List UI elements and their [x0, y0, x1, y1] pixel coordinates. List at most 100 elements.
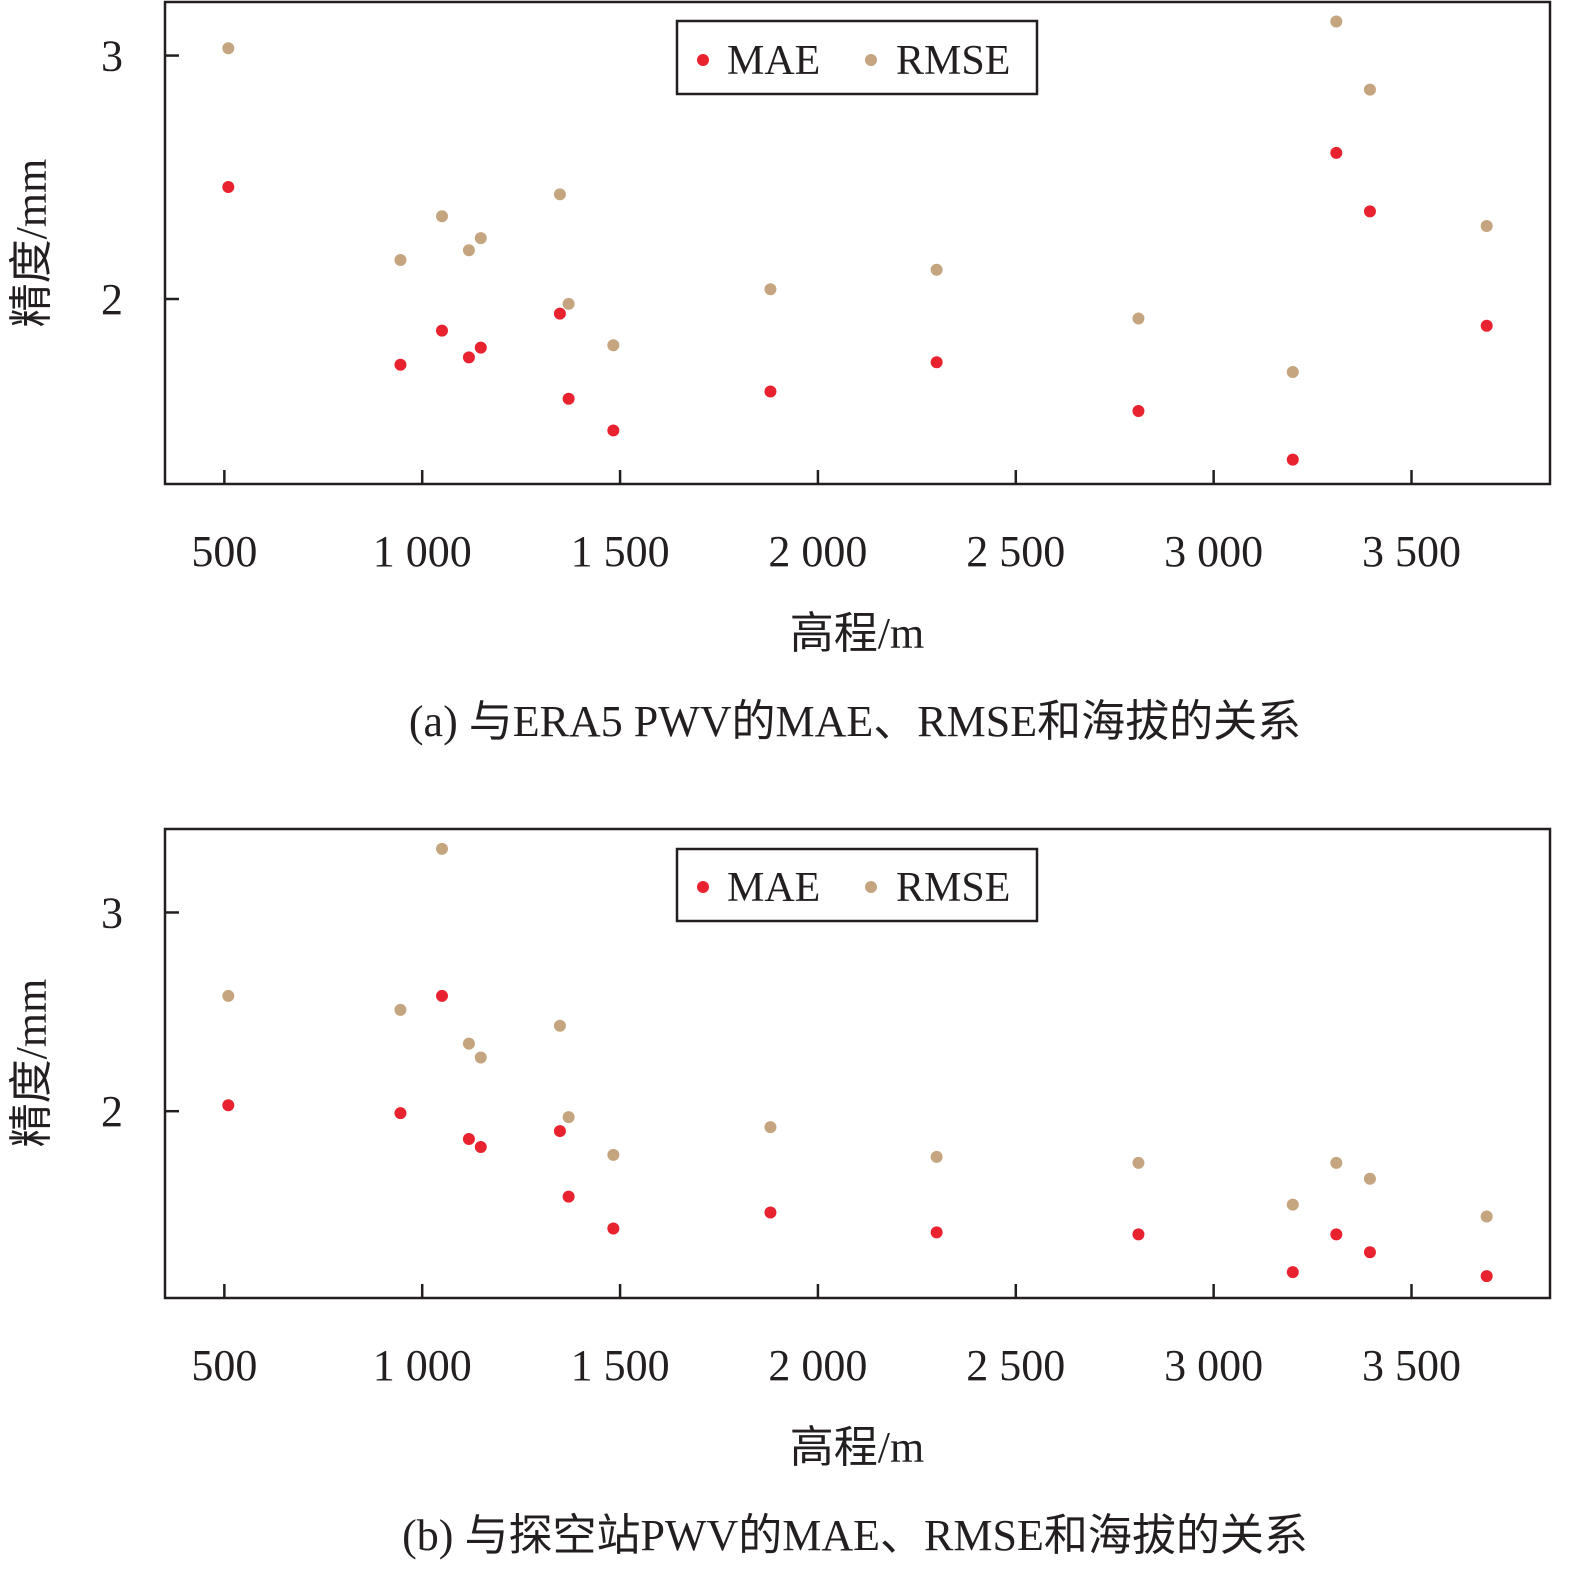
- x-tick-label-b: 2 000: [768, 1341, 867, 1390]
- mae-point: [474, 1140, 487, 1153]
- rmse-point: [436, 842, 448, 855]
- x-tick-label-a: 3 500: [1362, 527, 1461, 576]
- panel-a: 500 1 000 1 500 2 000 2 500 3 000 3 500 2 3 MAE …: [7, 0, 1552, 746]
- rmse-point: [562, 1111, 575, 1124]
- rmse-point: [462, 1037, 475, 1050]
- data-marks-a: [222, 15, 1493, 466]
- mae-point: [394, 1107, 407, 1120]
- rmse-point: [394, 254, 407, 267]
- rmse-point: [1286, 1198, 1299, 1211]
- legend-a: MAE RMSE: [675, 19, 1039, 96]
- x-tick-label-b: 1 000: [373, 1341, 472, 1390]
- mae-point: [1132, 1228, 1145, 1241]
- axis-ticks-a: 500 1 000 1 500 2 000 2 500 3 000 3 500 2 3: [101, 32, 1461, 576]
- mae-point: [1286, 1266, 1299, 1279]
- rmse-point: [1132, 312, 1145, 325]
- mae-point: [462, 1133, 475, 1146]
- rmse-point: [562, 297, 575, 310]
- legend-swatch-mae-b: [697, 881, 709, 893]
- legend-box-b: [675, 847, 1039, 923]
- legend-label-rmse-b: RMSE: [896, 865, 1010, 911]
- rmse-point: [553, 1019, 566, 1032]
- y-axis-title-a: 精度/mm: [7, 159, 56, 328]
- rmse-point: [474, 232, 487, 245]
- mae-point: [1363, 1246, 1376, 1259]
- mae-point: [553, 307, 566, 320]
- rmse-point: [1363, 1172, 1376, 1185]
- y-axis-title-b: 精度/mm: [7, 979, 56, 1148]
- legend-box-a: [675, 19, 1039, 96]
- rmse-point: [474, 1051, 487, 1064]
- rmse-point: [222, 42, 235, 55]
- mae-point: [1132, 404, 1145, 417]
- mae-point: [607, 424, 620, 437]
- legend-label-mae-b: MAE: [727, 865, 820, 911]
- rmse-point: [930, 1150, 943, 1163]
- rmse-point: [1480, 1210, 1493, 1223]
- data-marks-b: [222, 842, 1493, 1283]
- legend-swatch-rmse-a: [865, 54, 877, 66]
- y-tick-label-a: 3: [101, 32, 123, 81]
- rmse-point: [462, 244, 475, 257]
- y-tick-label-b: 3: [101, 888, 123, 937]
- plot-frame-a: [163, 0, 1552, 486]
- mae-point: [462, 351, 475, 364]
- mae-point: [607, 1222, 620, 1235]
- rmse-point: [553, 188, 566, 201]
- x-axis-title-b: 高程/m: [790, 1423, 924, 1472]
- mae-point: [1363, 205, 1376, 218]
- x-tick-label-a: 2 500: [966, 527, 1065, 576]
- rmse-point: [607, 339, 620, 352]
- mae-point: [1330, 1228, 1343, 1241]
- x-tick-label-a: 1 500: [571, 527, 670, 576]
- mae-point: [1480, 319, 1493, 332]
- rmse-point: [1330, 1156, 1343, 1169]
- rmse-point: [930, 263, 943, 276]
- mae-point: [764, 385, 777, 398]
- mae-point: [474, 341, 487, 354]
- mae-point: [553, 1125, 566, 1138]
- rmse-point: [1330, 15, 1343, 28]
- rmse-point: [607, 1148, 620, 1161]
- x-axis-title-a: 高程/m: [790, 609, 924, 658]
- caption-a: (a) 与ERA5 PWV的MAE、RMSE和海拔的关系: [409, 697, 1301, 746]
- legend-swatch-rmse-b: [865, 881, 877, 893]
- mae-point: [1330, 146, 1343, 159]
- rmse-point: [222, 989, 235, 1002]
- y-tick-label-a: 2: [101, 275, 123, 324]
- x-tick-label-b: 500: [191, 1341, 257, 1390]
- x-tick-label-a: 1 000: [373, 527, 472, 576]
- legend-label-rmse-a: RMSE: [896, 38, 1010, 84]
- rmse-point: [1286, 366, 1299, 379]
- x-tick-label-b: 3 500: [1362, 1341, 1461, 1390]
- mae-point: [436, 324, 448, 337]
- mae-point: [222, 1099, 235, 1112]
- mae-point: [562, 1190, 575, 1203]
- y-tick-label-b: 2: [101, 1087, 123, 1136]
- rmse-point: [1363, 83, 1376, 96]
- rmse-point: [764, 1121, 777, 1134]
- axis-ticks-b: 500 1 000 1 500 2 000 2 500 3 000 3 500 2 3: [101, 888, 1461, 1390]
- x-tick-label-b: 2 500: [966, 1341, 1065, 1390]
- caption-b: (b) 与探空站PWV的MAE、RMSE和海拔的关系: [402, 1511, 1308, 1560]
- mae-point: [222, 181, 235, 194]
- x-tick-label-a: 500: [191, 527, 257, 576]
- rmse-point: [1132, 1156, 1145, 1169]
- legend-b: MAE RMSE: [675, 847, 1039, 923]
- rmse-point: [1480, 219, 1493, 232]
- plot-frame-b: [163, 827, 1552, 1300]
- legend-label-mae-a: MAE: [727, 38, 820, 84]
- mae-point: [930, 1226, 943, 1239]
- rmse-point: [436, 210, 448, 223]
- mae-point: [1480, 1270, 1493, 1283]
- x-tick-label-b: 3 000: [1164, 1341, 1263, 1390]
- x-tick-label-a: 3 000: [1164, 527, 1263, 576]
- mae-point: [394, 358, 407, 371]
- mae-point: [930, 356, 943, 369]
- rmse-point: [764, 283, 777, 296]
- mae-point: [1286, 453, 1299, 466]
- mae-point: [764, 1206, 777, 1219]
- mae-point: [562, 392, 575, 405]
- rmse-point: [394, 1003, 407, 1016]
